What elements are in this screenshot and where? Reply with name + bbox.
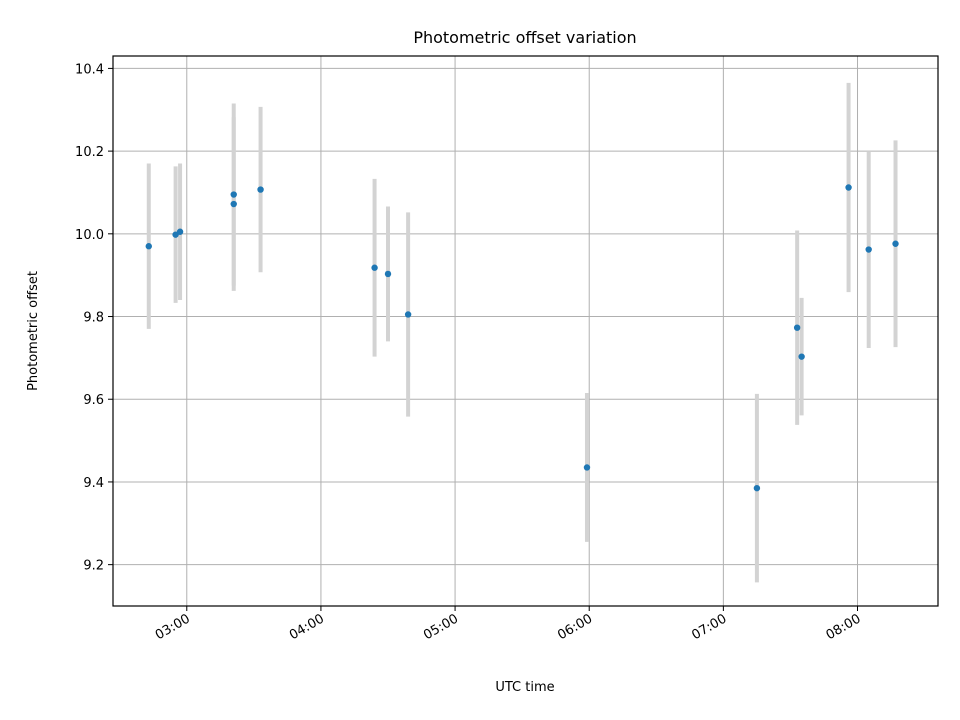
data-point xyxy=(753,484,761,492)
y-tick-label: 9.6 xyxy=(83,393,104,408)
data-point xyxy=(230,200,237,208)
y-tick-label: 9.4 xyxy=(83,476,104,491)
chart-title: Photometric offset variation xyxy=(413,28,636,47)
data-point xyxy=(583,464,591,471)
y-tick-label: 10.2 xyxy=(75,145,104,160)
y-axis-label: Photometric offset xyxy=(26,271,41,391)
y-tick-label: 10.4 xyxy=(75,62,104,77)
data-point xyxy=(230,191,237,198)
y-tick-label: 9.2 xyxy=(83,559,104,574)
data-point xyxy=(384,270,392,278)
y-tick-label: 9.8 xyxy=(83,311,104,326)
x-tick-label: 05:00 xyxy=(421,611,461,643)
x-tick-label: 03:00 xyxy=(153,611,193,643)
data-point xyxy=(257,186,264,193)
x-tick-label: 06:00 xyxy=(555,611,595,643)
x-tick-label: 04:00 xyxy=(287,611,327,643)
data-point xyxy=(404,311,412,318)
data-point xyxy=(145,243,152,250)
y-tick-label: 10.0 xyxy=(75,228,104,243)
data-point xyxy=(371,264,378,271)
x-tick-label: 08:00 xyxy=(824,611,864,643)
point-layer xyxy=(145,184,899,492)
errorbar-layer xyxy=(146,82,898,583)
x-tick-label: 07:00 xyxy=(689,611,729,643)
tick-layer: 03:00 04:00 05:00 06:00 07:00 08:00 9.2 9.4 9.6 9… xyxy=(75,62,863,643)
data-point xyxy=(798,353,805,360)
data-point xyxy=(176,228,184,235)
data-point xyxy=(865,246,872,253)
data-point xyxy=(793,324,801,331)
data-point xyxy=(845,184,852,191)
plot-frame xyxy=(112,55,939,607)
x-axis-label: UTC time xyxy=(495,680,554,695)
data-point xyxy=(892,240,899,247)
grid-layer xyxy=(113,56,938,606)
